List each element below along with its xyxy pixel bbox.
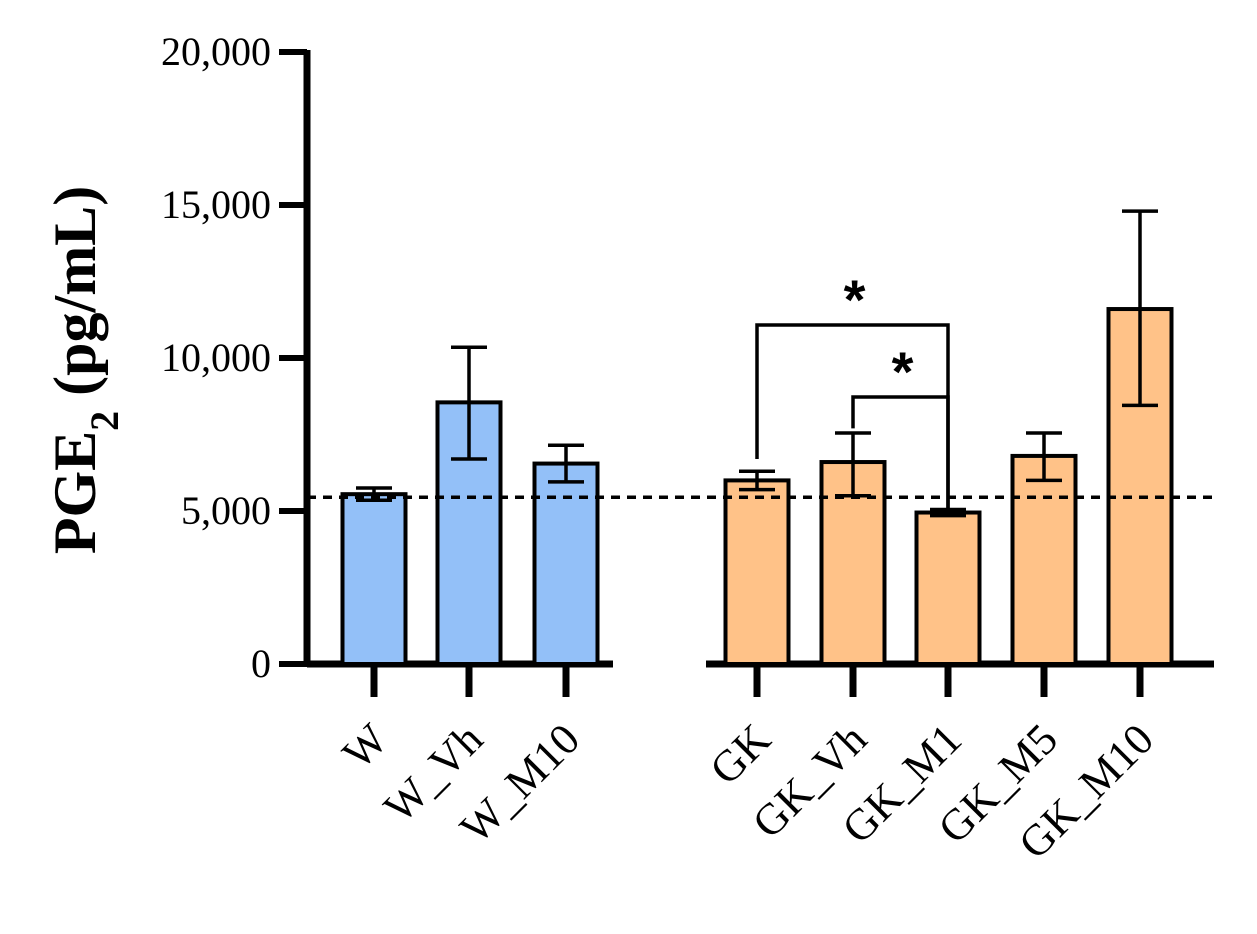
bar (340, 492, 408, 667)
y-axis-label-main: PGE (42, 431, 108, 554)
significance-bracket (851, 395, 950, 508)
bar (532, 461, 600, 666)
category-label: GK (700, 714, 780, 794)
y-axis: 0 5,000 10,000 15,000 20,000 (161, 29, 311, 686)
y-axis-label-subscript: 2 (82, 411, 127, 431)
y-tick-label: 0 (251, 641, 271, 686)
y-axis-label: PGE2 (pg/mL) (42, 186, 127, 554)
bar (723, 478, 791, 666)
y-tick-label: 5,000 (181, 488, 271, 533)
y-tick-label: 15,000 (161, 182, 271, 227)
bar (914, 510, 982, 667)
bar (1010, 453, 1078, 667)
y-tick-label: 20,000 (161, 29, 271, 74)
significance-brackets: ** (755, 268, 950, 508)
y-axis-label-unit: (pg/mL) (42, 186, 108, 411)
significance-star: * (844, 268, 866, 331)
significance-star: * (892, 340, 914, 403)
category-label: W (333, 714, 397, 778)
bars (340, 307, 1174, 667)
error-bars (356, 209, 1158, 518)
y-tick-label: 10,000 (161, 335, 271, 380)
x-axis (307, 660, 1214, 697)
